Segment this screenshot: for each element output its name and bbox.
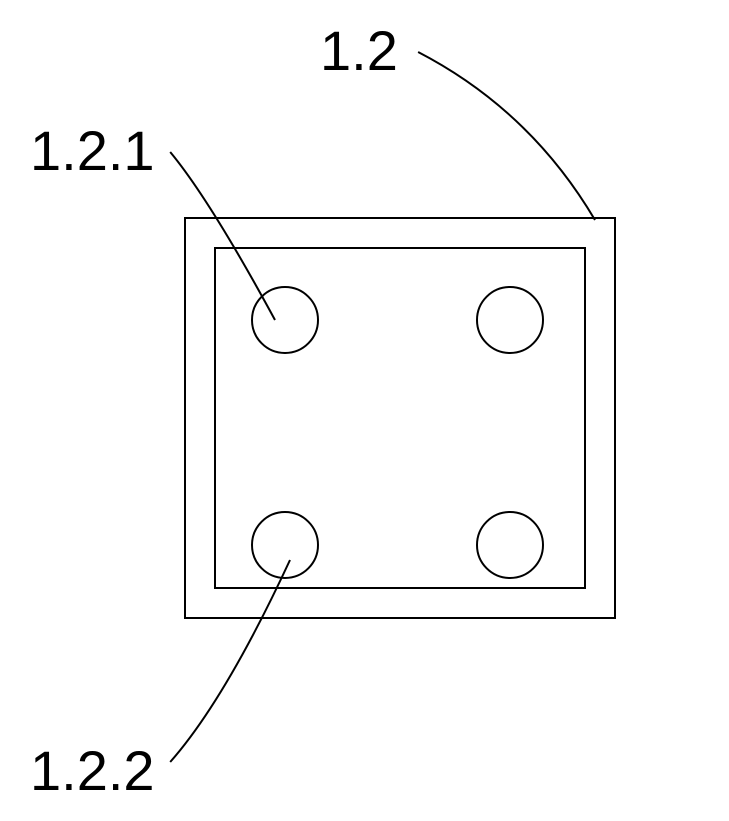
leader-top_right — [418, 52, 595, 220]
inner-rect — [215, 248, 585, 588]
label-bottom_left: 1.2.2 — [30, 739, 155, 802]
label-top_left: 1.2.1 — [30, 119, 155, 182]
hole-circle-2 — [252, 512, 318, 578]
leader-bottom_left — [170, 560, 290, 762]
label-top_right: 1.2 — [320, 19, 398, 82]
outer-rect — [185, 218, 615, 618]
hole-circle-1 — [477, 287, 543, 353]
hole-circle-3 — [477, 512, 543, 578]
